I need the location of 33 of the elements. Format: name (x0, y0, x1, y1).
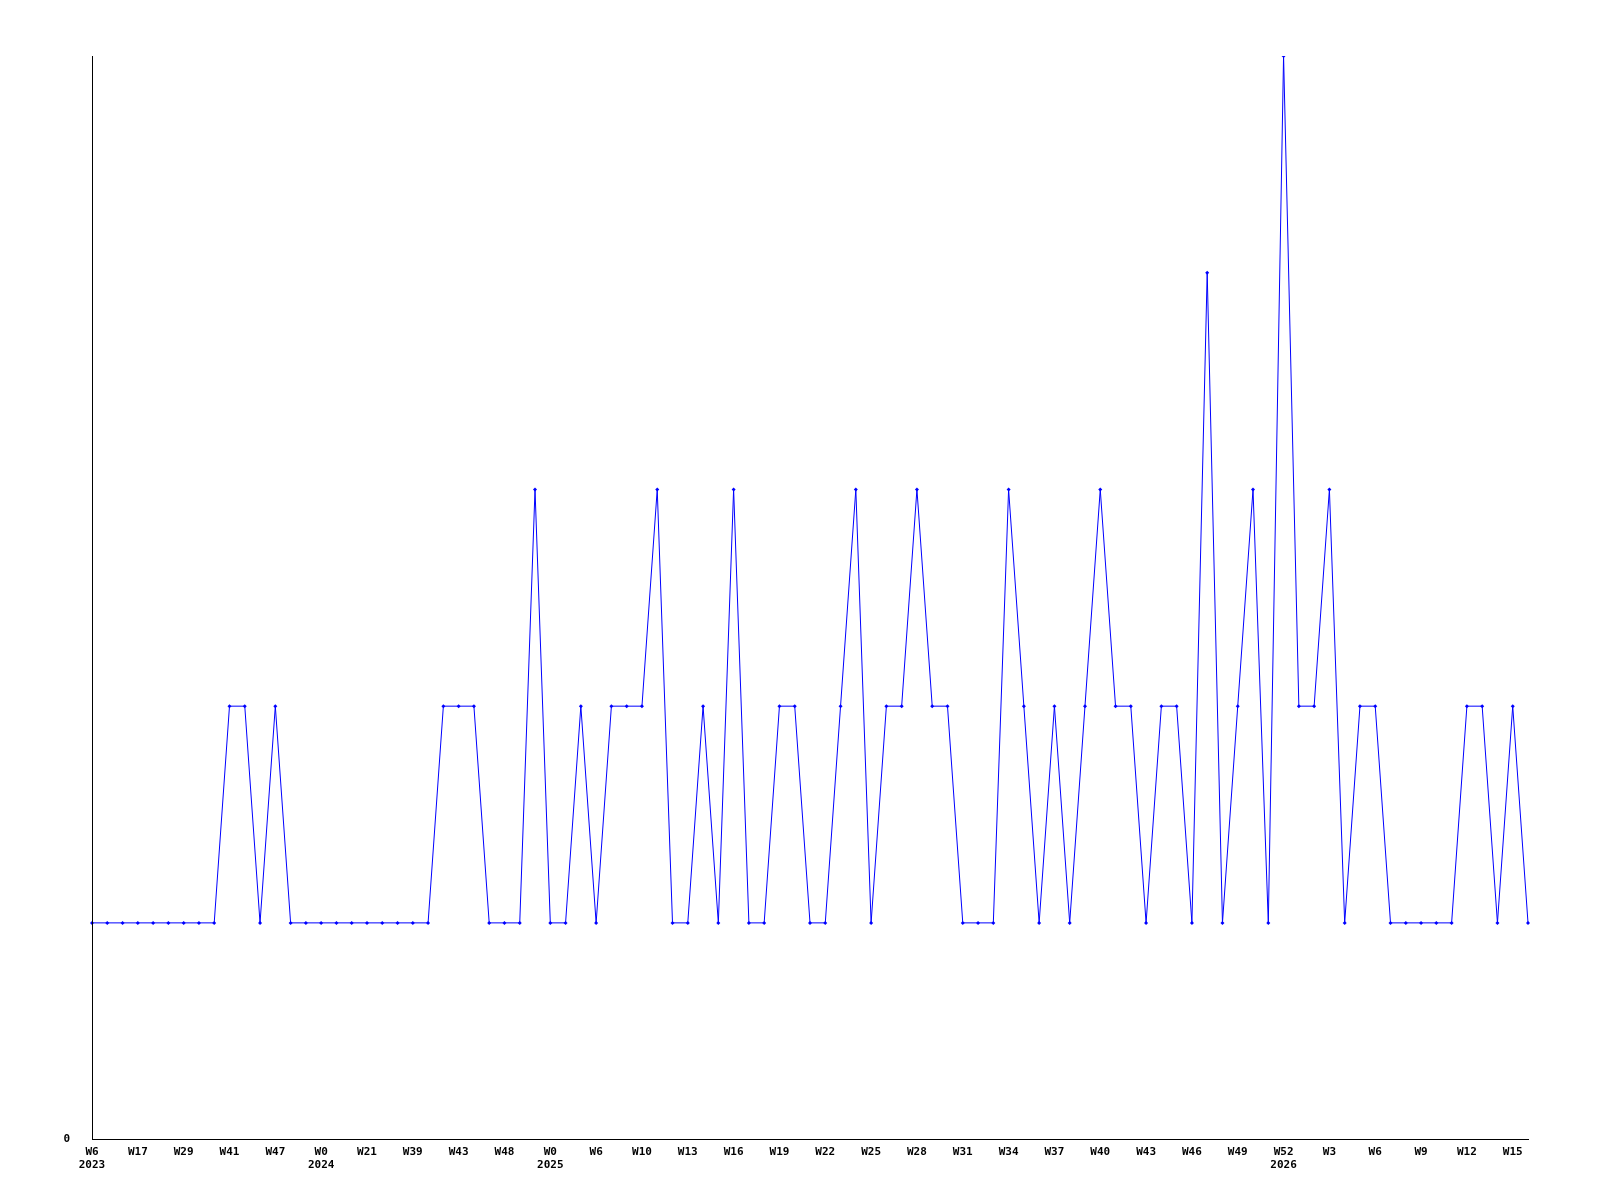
x-tick-label: W31 (952, 1145, 974, 1159)
x-tick-label: W34 (998, 1145, 1019, 1159)
x-tick-label: W9 (1414, 1145, 1428, 1159)
x-tick-label: W48 (494, 1145, 515, 1159)
x-tick-label: W6 (589, 1145, 604, 1159)
x-tick-label: W47 (265, 1145, 286, 1159)
x-tick-label: W25 (861, 1145, 882, 1159)
x-tick-label: W19 (769, 1145, 790, 1159)
text: 0 (63, 1132, 70, 1146)
x-tick-label: W0 2025 (537, 1145, 564, 1172)
x-tick-label: W46 (1181, 1145, 1203, 1159)
x-tick-label: W40 (1090, 1145, 1111, 1159)
x-tick-label: W6 2023 (78, 1145, 106, 1172)
x-tick-label: W52 2026 (1270, 1145, 1298, 1172)
x-tick-label: W37 (1044, 1145, 1065, 1159)
x-tick-label: W49 (1227, 1145, 1248, 1159)
x-tick-label: W43 (448, 1145, 469, 1159)
x-tick-label: W6 (1368, 1145, 1383, 1159)
x-tick-label: W28 (907, 1145, 927, 1159)
x-tick-label: W13 (677, 1145, 698, 1159)
x-tick-label: W3 (1322, 1145, 1337, 1159)
x-tick-label: W12 (1456, 1145, 1477, 1159)
x-tick-label: W10 (632, 1145, 652, 1159)
x-tick-label: W21 (357, 1145, 378, 1159)
x-tick-label: W43 (1136, 1145, 1157, 1159)
x-tick-label: W29 (173, 1145, 194, 1159)
x-tick-label: W22 (815, 1145, 836, 1159)
x-tick-label: W41 (219, 1145, 240, 1159)
x-tick-label: W15 (1502, 1145, 1523, 1159)
x-tick-label: W17 (127, 1145, 148, 1159)
x-tick-label: W39 (402, 1145, 423, 1159)
x-tick-label: W16 (723, 1145, 744, 1159)
x-tick-label: W0 2024 (307, 1145, 335, 1172)
